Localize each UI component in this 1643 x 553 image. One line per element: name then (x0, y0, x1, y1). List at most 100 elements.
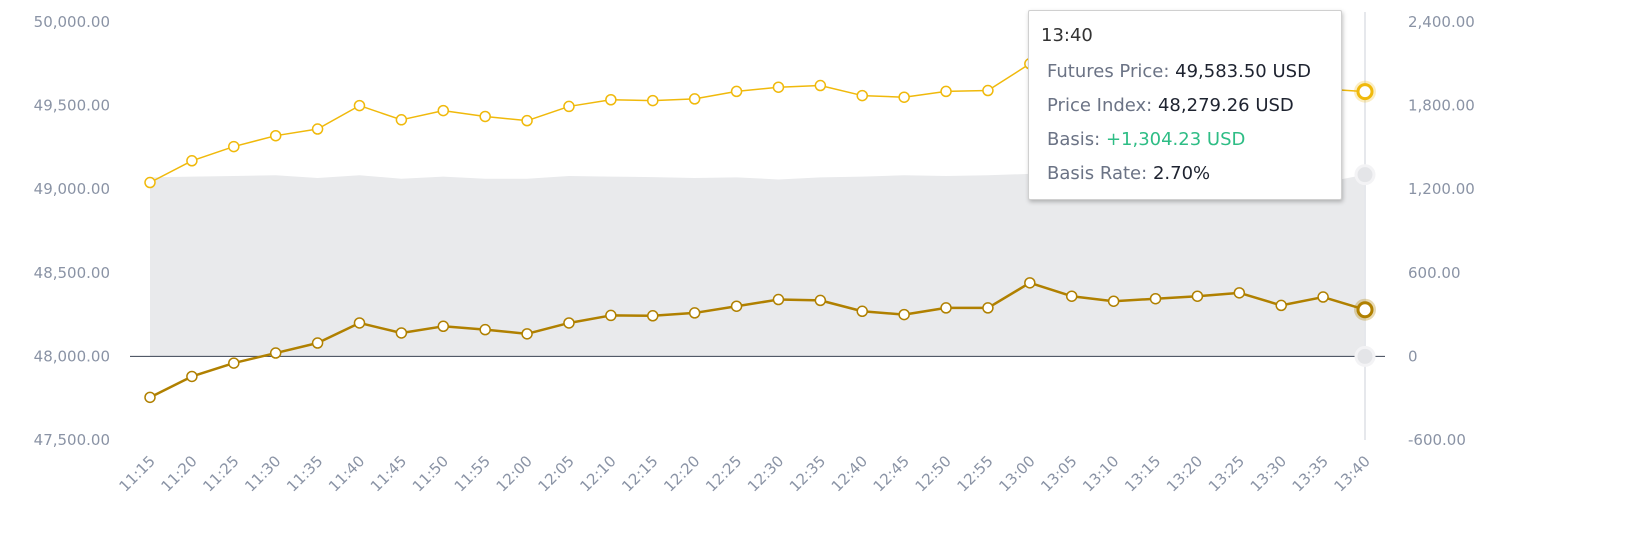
futures-price-point (186, 155, 198, 167)
x-axis-tick-label: 12:05 (534, 452, 577, 495)
tooltip-label: Basis: (1047, 129, 1101, 150)
left-axis-tick-label: 47,500.00 (34, 431, 110, 449)
right-axis-tick-label: -600.00 (1408, 431, 1466, 449)
tooltip-row-futures-price: Futures Price: 49,583.50 USD (1041, 55, 1341, 89)
tooltip-value: 2.70% (1152, 163, 1211, 184)
price-index-point (647, 310, 659, 322)
x-axis-tick-label: 11:25 (199, 452, 242, 495)
futures-price-point (479, 110, 491, 123)
price-index-line (149, 281, 1366, 399)
futures-price-point (940, 85, 952, 98)
right-axis-tick-label: 2,400.00 (1408, 13, 1475, 31)
price-index-point (437, 320, 450, 333)
price-index-point (269, 347, 282, 359)
x-axis-tick-label: 12:10 (576, 452, 619, 495)
futures-price-point (856, 89, 868, 102)
price-index-point (1107, 295, 1120, 307)
price-index-point (1191, 290, 1204, 302)
x-axis-tick-label: 11:30 (241, 452, 284, 495)
price-index-point (144, 391, 156, 404)
tooltip-row-basis: Basis: +1,304.23 USD (1041, 123, 1341, 157)
left-axis-tick-label: 48,000.00 (34, 347, 110, 365)
futures-price-point (982, 84, 994, 97)
futures-price-point (395, 114, 408, 126)
price-index-hover-point (1356, 301, 1374, 319)
x-axis-tick-label: 12:25 (702, 452, 745, 495)
x-axis-tick-label: 12:20 (660, 452, 703, 495)
x-axis-tick-label: 11:15 (116, 452, 159, 495)
x-axis-tick-label: 13:40 (1331, 452, 1374, 495)
price-index-point (311, 337, 324, 349)
price-index-point (1233, 287, 1246, 299)
price-index-point (1317, 291, 1329, 303)
price-index-point (1024, 277, 1036, 289)
x-axis-tick-label: 13:00 (995, 452, 1038, 495)
price-index-point (563, 317, 575, 329)
x-axis-tick-label: 13:15 (1121, 452, 1164, 495)
baseline-hover-point (1354, 345, 1376, 367)
basis-area (150, 168, 1365, 357)
tooltip-value: 49,583.50 USD (1175, 61, 1311, 82)
futures-price-hover-point (1356, 83, 1374, 101)
price-index-point (856, 305, 868, 318)
x-axis-tick-label: 11:35 (283, 452, 326, 495)
right-axis-tick-label: 1,800.00 (1408, 97, 1475, 115)
x-axis-tick-label: 12:35 (786, 452, 829, 495)
tooltip-label: Futures Price: (1047, 61, 1170, 82)
x-axis-tick-label: 12:55 (953, 452, 996, 495)
chart-tooltip: 13:40 Futures Price: 49,583.50 USD Price… (1028, 10, 1342, 200)
price-index-point (772, 293, 785, 306)
price-index-point (1149, 292, 1162, 305)
right-axis-tick-label: 0 (1408, 347, 1418, 365)
futures-price-point (353, 99, 366, 112)
price-index-point (730, 300, 743, 312)
tooltip-label: Basis Rate: (1047, 163, 1148, 184)
left-axis-tick-label: 48,500.00 (34, 264, 110, 282)
futures-price-point (563, 100, 575, 113)
x-axis-tick-label: 13:30 (1247, 452, 1290, 495)
futures-price-point (437, 104, 450, 117)
x-axis-tick-label: 11:20 (157, 452, 200, 495)
price-index-point (982, 302, 994, 314)
tooltip-label: Price Index: (1047, 95, 1153, 116)
futures-price-point (605, 93, 617, 106)
x-axis-tick-label: 12:30 (744, 452, 787, 495)
right-axis-tick-label: 600.00 (1408, 264, 1461, 282)
left-axis-tick-label: 50,000.00 (34, 13, 110, 31)
futures-price-point (772, 81, 785, 93)
price-index-point (898, 308, 910, 321)
x-axis-tick-label: 12:15 (618, 452, 661, 495)
price-index-point (940, 302, 952, 314)
tooltip-value: 48,279.26 USD (1157, 95, 1294, 116)
futures-price-point (228, 140, 240, 153)
price-index-point (186, 370, 198, 383)
price-index-point (1065, 290, 1078, 302)
x-axis-tick-label: 13:20 (1163, 452, 1206, 495)
price-index-point (605, 309, 617, 322)
price-index-point (479, 323, 491, 336)
x-axis-tick-label: 12:50 (912, 452, 955, 495)
x-axis-tick-label: 12:45 (870, 452, 913, 495)
futures-price-point (898, 91, 910, 103)
tooltip-value: +1,304.23 USD (1105, 129, 1246, 150)
x-axis-tick-label: 11:50 (409, 452, 452, 495)
price-index-point (395, 327, 408, 339)
x-axis-tick-label: 13:05 (1037, 452, 1080, 495)
futures-price-point (311, 123, 324, 135)
x-axis-tick-label: 12:40 (828, 452, 871, 495)
x-axis-tick-label: 11:55 (451, 452, 494, 495)
left-axis-tick-label: 49,500.00 (34, 97, 110, 115)
price-index-point (228, 357, 240, 369)
x-axis-tick-label: 13:25 (1205, 452, 1248, 495)
price-index-point (521, 328, 533, 340)
right-axis-tick-label: 1,200.00 (1408, 180, 1475, 198)
price-index-point (814, 294, 827, 307)
x-axis-tick-label: 12:00 (493, 452, 536, 495)
price-index-point (1275, 299, 1287, 312)
futures-price-point (814, 79, 827, 92)
basis-hover-point (1354, 164, 1376, 186)
x-axis-tick-label: 11:40 (325, 452, 368, 495)
tooltip-row-basis-rate: Basis Rate: 2.70% (1041, 157, 1341, 191)
x-axis-tick-label: 11:45 (367, 452, 410, 495)
